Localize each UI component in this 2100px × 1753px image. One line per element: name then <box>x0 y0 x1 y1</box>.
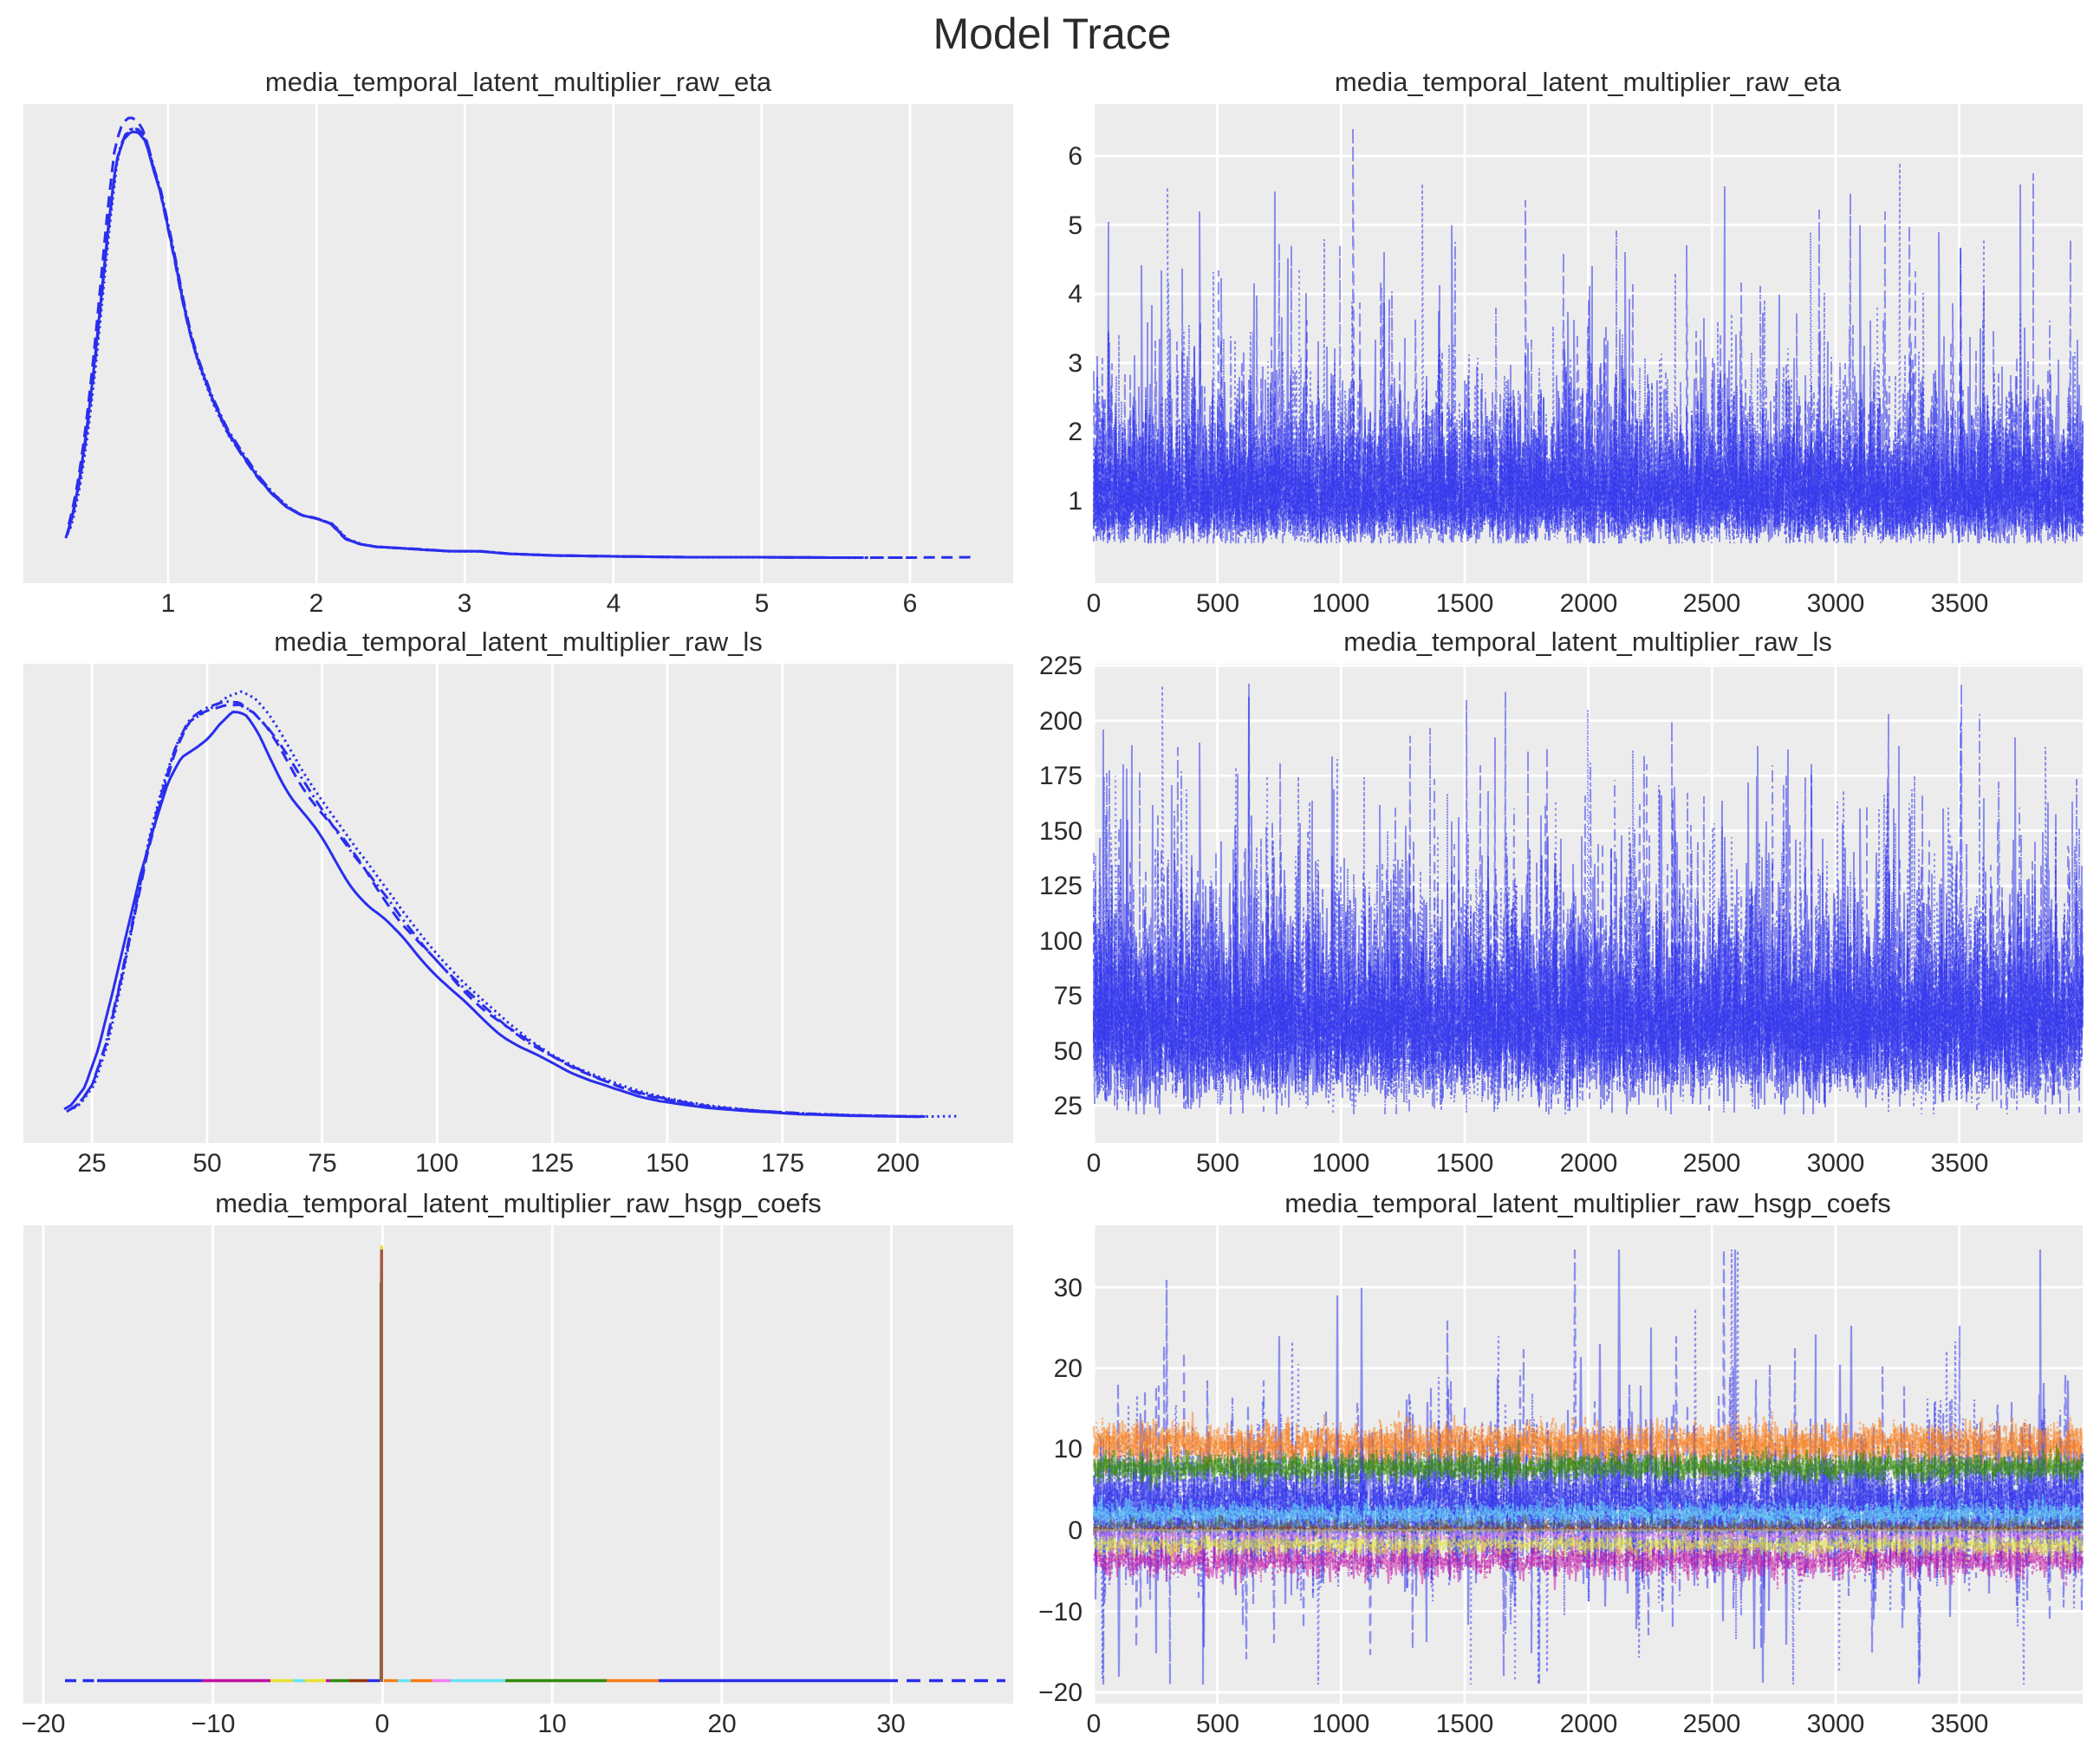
svg-text:−10: −10 <box>192 1710 236 1738</box>
svg-text:1000: 1000 <box>1312 1149 1370 1178</box>
svg-text:5: 5 <box>755 589 770 618</box>
svg-text:3500: 3500 <box>1931 1710 1989 1738</box>
svg-text:media_temporal_latent_multipli: media_temporal_latent_multiplier_raw_eta <box>265 67 772 97</box>
svg-text:2000: 2000 <box>1560 589 1618 618</box>
svg-text:1000: 1000 <box>1312 589 1370 618</box>
svg-text:0: 0 <box>1087 1149 1102 1178</box>
svg-text:0: 0 <box>1087 1710 1102 1738</box>
svg-text:3000: 3000 <box>1807 589 1865 618</box>
svg-text:0: 0 <box>1087 589 1102 618</box>
svg-text:175: 175 <box>1039 762 1083 790</box>
svg-text:2: 2 <box>1068 418 1083 446</box>
svg-text:3000: 3000 <box>1807 1710 1865 1738</box>
svg-text:2500: 2500 <box>1683 1710 1741 1738</box>
svg-text:100: 100 <box>1039 927 1083 956</box>
svg-text:0: 0 <box>1068 1516 1083 1545</box>
svg-text:2500: 2500 <box>1683 589 1741 618</box>
svg-text:100: 100 <box>415 1149 458 1178</box>
svg-text:20: 20 <box>707 1710 736 1738</box>
svg-text:50: 50 <box>1054 1037 1083 1066</box>
svg-text:2: 2 <box>309 589 324 618</box>
svg-text:media_temporal_latent_multipli: media_temporal_latent_multiplier_raw_eta <box>1335 67 1842 97</box>
svg-text:4: 4 <box>1068 280 1083 308</box>
svg-text:30: 30 <box>876 1710 905 1738</box>
svg-text:6: 6 <box>1068 142 1083 171</box>
svg-text:1000: 1000 <box>1312 1710 1370 1738</box>
svg-text:1500: 1500 <box>1436 1149 1494 1178</box>
svg-text:10: 10 <box>1054 1435 1083 1464</box>
svg-text:3: 3 <box>458 589 472 618</box>
svg-text:4: 4 <box>607 589 621 618</box>
svg-text:−10: −10 <box>1038 1598 1083 1626</box>
svg-text:−20: −20 <box>22 1710 66 1738</box>
svg-text:75: 75 <box>1054 982 1083 1010</box>
svg-text:25: 25 <box>77 1149 106 1178</box>
svg-text:225: 225 <box>1039 652 1083 680</box>
svg-text:2500: 2500 <box>1683 1149 1741 1178</box>
svg-text:2000: 2000 <box>1560 1149 1618 1178</box>
svg-text:3500: 3500 <box>1931 1149 1989 1178</box>
svg-text:−20: −20 <box>1038 1678 1083 1707</box>
svg-text:1500: 1500 <box>1436 1710 1494 1738</box>
svg-text:200: 200 <box>1039 707 1083 736</box>
svg-text:25: 25 <box>1054 1092 1083 1120</box>
svg-text:3: 3 <box>1068 349 1083 378</box>
svg-text:150: 150 <box>646 1149 689 1178</box>
svg-text:20: 20 <box>1054 1354 1083 1383</box>
svg-text:3000: 3000 <box>1807 1149 1865 1178</box>
svg-text:30: 30 <box>1054 1274 1083 1302</box>
svg-text:0: 0 <box>375 1710 390 1738</box>
svg-text:500: 500 <box>1196 1710 1239 1738</box>
svg-text:media_temporal_latent_multipli: media_temporal_latent_multiplier_raw_hsg… <box>1284 1188 1891 1218</box>
svg-text:media_temporal_latent_multipli: media_temporal_latent_multiplier_raw_ls <box>1343 627 1831 657</box>
svg-text:200: 200 <box>876 1149 920 1178</box>
svg-text:media_temporal_latent_multipli: media_temporal_latent_multiplier_raw_ls <box>274 627 762 657</box>
svg-text:125: 125 <box>1039 872 1083 900</box>
svg-text:150: 150 <box>1039 817 1083 846</box>
svg-text:125: 125 <box>530 1149 574 1178</box>
svg-text:1: 1 <box>161 589 176 618</box>
svg-text:10: 10 <box>537 1710 566 1738</box>
svg-text:5: 5 <box>1068 211 1083 240</box>
svg-text:Model Trace: Model Trace <box>933 10 1171 58</box>
svg-text:175: 175 <box>761 1149 804 1178</box>
svg-text:75: 75 <box>308 1149 336 1178</box>
svg-text:3500: 3500 <box>1931 589 1989 618</box>
svg-text:50: 50 <box>192 1149 221 1178</box>
svg-text:500: 500 <box>1196 589 1239 618</box>
svg-text:1: 1 <box>1068 487 1083 516</box>
svg-text:2000: 2000 <box>1560 1710 1618 1738</box>
svg-text:1500: 1500 <box>1436 589 1494 618</box>
svg-text:media_temporal_latent_multipli: media_temporal_latent_multiplier_raw_hsg… <box>215 1188 822 1218</box>
svg-text:500: 500 <box>1196 1149 1239 1178</box>
svg-text:6: 6 <box>903 589 918 618</box>
